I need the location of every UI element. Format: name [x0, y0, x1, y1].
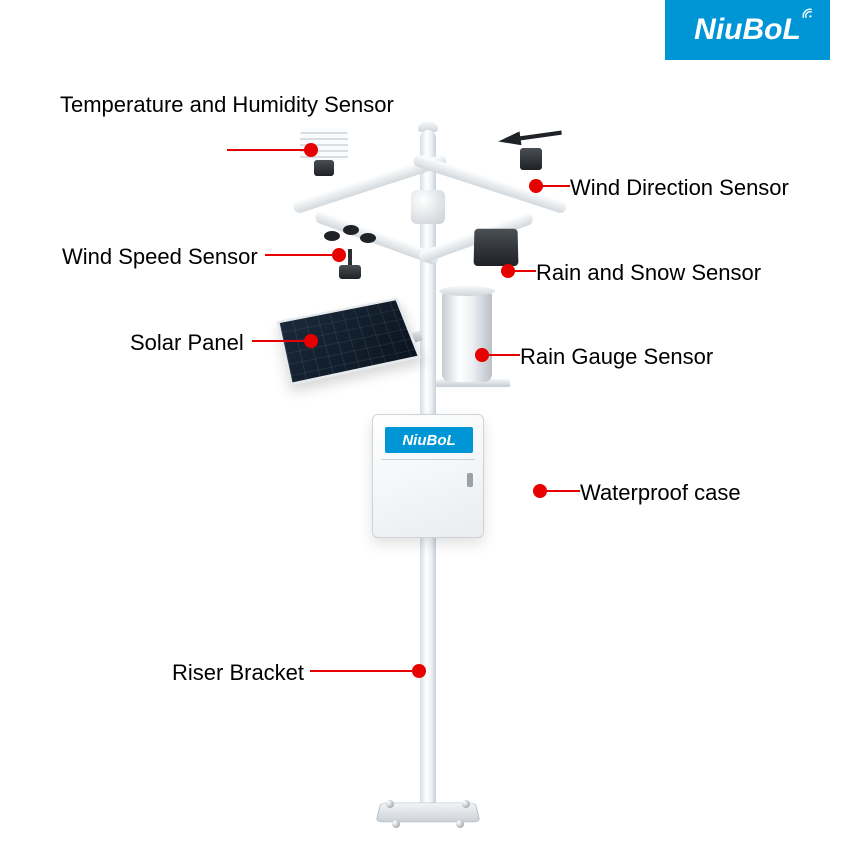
- callout-dot-riser-bracket: [412, 664, 426, 678]
- callout-dot-rain-snow: [501, 264, 515, 278]
- base-bolt: [386, 800, 394, 808]
- callout-label-temp-humidity: Temperature and Humidity Sensor: [60, 92, 394, 118]
- base-bolt: [456, 820, 464, 828]
- callout-line-riser-bracket: [310, 670, 419, 672]
- callout-label-solar-panel: Solar Panel: [130, 330, 244, 356]
- callout-dot-solar-panel: [304, 334, 318, 348]
- callout-label-rain-gauge: Rain Gauge Sensor: [520, 344, 713, 370]
- base-bolt: [392, 820, 400, 828]
- callout-label-wind-speed: Wind Speed Sensor: [62, 244, 258, 270]
- callout-label-rain-snow: Rain and Snow Sensor: [536, 260, 761, 286]
- arm-hub: [411, 190, 445, 224]
- callout-label-waterproof-case: Waterproof case: [580, 480, 741, 506]
- callout-line-wind-speed: [265, 254, 339, 256]
- wind-direction-sensor: [498, 130, 568, 178]
- callout-dot-waterproof-case: [533, 484, 547, 498]
- case-brand-label: NiuBoL: [385, 427, 473, 453]
- base-bolt: [462, 800, 470, 808]
- callout-dot-rain-gauge: [475, 348, 489, 362]
- callout-label-wind-direction: Wind Direction Sensor: [570, 175, 789, 201]
- callout-dot-wind-speed: [332, 248, 346, 262]
- callout-dot-temp-humidity: [304, 143, 318, 157]
- wind-speed-sensor: [322, 225, 378, 271]
- callout-label-riser-bracket: Riser Bracket: [172, 660, 304, 686]
- rain-snow-sensor: [474, 229, 519, 266]
- weather-station-illustration: NiuBoL: [0, 0, 850, 850]
- callout-dot-wind-direction: [529, 179, 543, 193]
- callout-line-temp-humidity: [227, 149, 311, 151]
- waterproof-case: NiuBoL: [372, 414, 484, 538]
- callout-line-solar-panel: [252, 340, 311, 342]
- rain-gauge-sensor: [442, 290, 492, 382]
